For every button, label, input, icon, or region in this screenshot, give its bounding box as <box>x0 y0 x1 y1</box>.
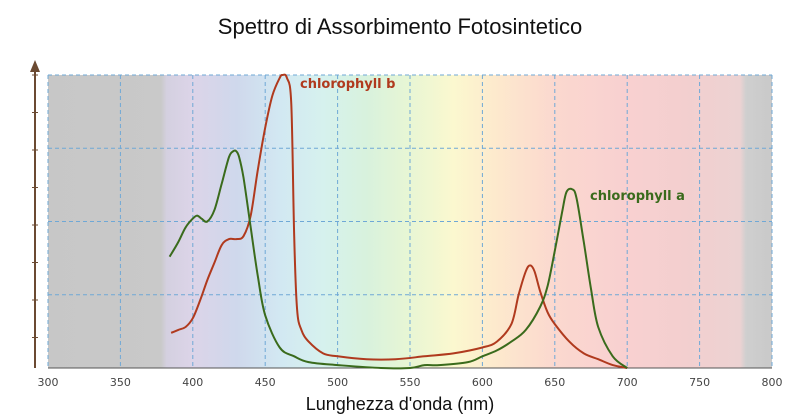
x-tick-label: 750 <box>689 376 710 389</box>
x-tick-label: 350 <box>110 376 131 389</box>
x-axis-label: Lunghezza d'onda (nm) <box>306 394 495 414</box>
x-tick-label: 800 <box>762 376 783 389</box>
x-tick-label: 500 <box>327 376 348 389</box>
x-tick-label: 300 <box>38 376 59 389</box>
x-tick-label: 400 <box>182 376 203 389</box>
series-label-chlorophyll-b: chlorophyll b <box>300 77 395 92</box>
chart-title: Spettro di Assorbimento Fotosintetico <box>217 14 583 39</box>
x-tick-label: 550 <box>400 376 421 389</box>
series-line-chlorophyll-a <box>168 149 628 370</box>
x-tick-label: 600 <box>472 376 493 389</box>
series-line-chlorophyll-b <box>170 73 628 369</box>
x-tick-label: 650 <box>544 376 565 389</box>
series-label-chlorophyll-a: chlorophyll a <box>590 189 685 204</box>
x-tick-label: 700 <box>617 376 638 389</box>
x-tick-label: 450 <box>255 376 276 389</box>
y-axis-arrow-icon <box>30 60 40 72</box>
